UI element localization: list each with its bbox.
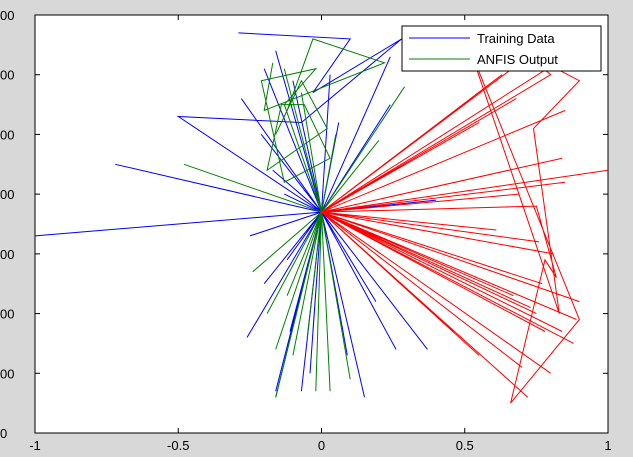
legend: Training Data ANFIS Output	[401, 25, 602, 72]
y-tick-label: 00	[0, 307, 14, 322]
series-layer	[34, 32, 609, 404]
y-tick-label: 00	[0, 68, 14, 83]
x-tick-label: -0.5	[167, 438, 189, 453]
x-axis: -1 -0.5 0 0.5 1	[29, 15, 612, 453]
x-tick-label: 0	[318, 438, 325, 453]
x-tick-label: 1	[604, 438, 611, 453]
legend-label-training-data: Training Data	[477, 31, 555, 46]
y-tick-label: 00	[0, 366, 14, 381]
series-line-2	[319, 50, 609, 404]
y-tick-label: 0	[0, 426, 7, 441]
y-tick-label: 00	[0, 247, 14, 262]
x-tick-label: -1	[29, 438, 41, 453]
y-tick-label: 00	[0, 8, 14, 23]
y-tick-label: 00	[0, 187, 14, 202]
legend-label-anfis-output: ANFIS Output	[477, 52, 558, 67]
x-tick-label: 0.5	[456, 438, 474, 453]
y-tick-label: 00	[0, 127, 14, 142]
legend-box	[401, 25, 602, 72]
